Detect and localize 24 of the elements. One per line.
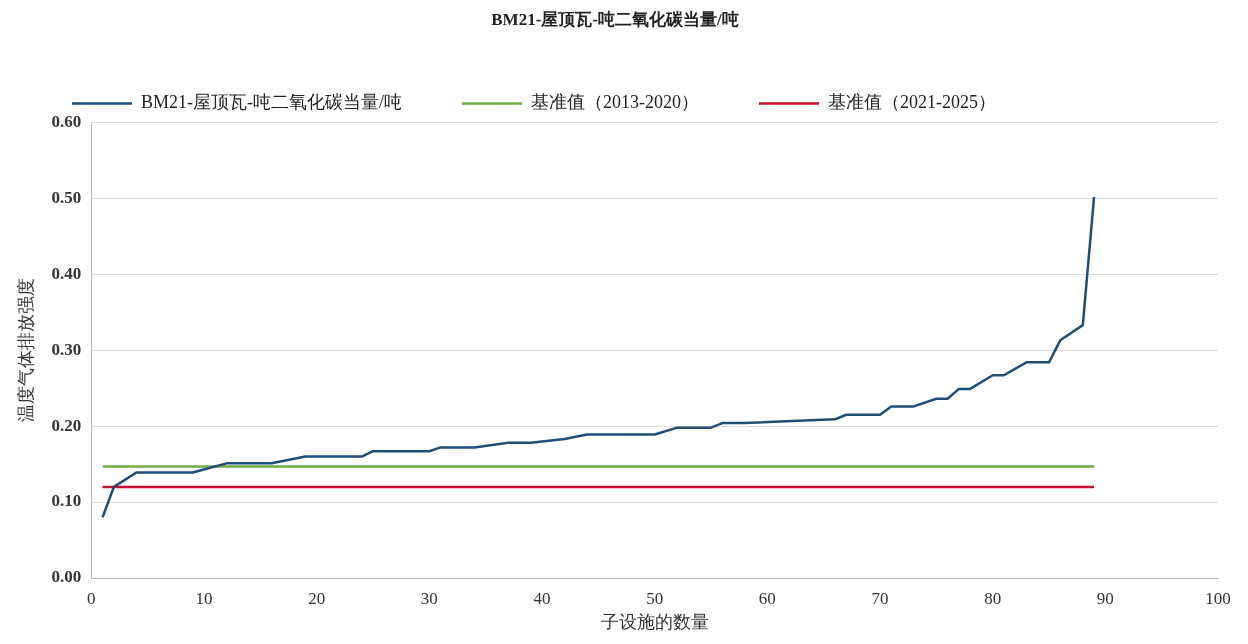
x-axis-title: 子设施的数量 (600, 611, 709, 632)
x-tick-label: 30 (420, 588, 438, 608)
y-tick-label: 0.60 (51, 111, 82, 131)
x-tick-label: 40 (533, 588, 551, 608)
x-tick-label: 100 (1205, 588, 1231, 608)
y-axis-title: 温度气体排放强度 (15, 278, 36, 423)
x-tick-label: 10 (195, 588, 213, 608)
y-tick-label: 0.40 (51, 263, 82, 283)
legend-label: BM21-屋顶瓦-吨二氧化碳当量/吨 (141, 92, 402, 113)
x-tick-label: 70 (871, 588, 889, 608)
x-tick-label: 0 (87, 588, 96, 608)
x-tick-label: 80 (984, 588, 1002, 608)
x-tick-label: 60 (758, 588, 776, 608)
y-tick-label: 0.20 (51, 415, 82, 435)
y-tick-label: 0.30 (51, 339, 82, 359)
legend-label: 基准值（2013-2020） (531, 92, 699, 113)
chart-title: BM21-屋顶瓦-吨二氧化碳当量/吨 (491, 9, 739, 29)
legend-label: 基准值（2021-2025） (827, 92, 996, 113)
y-tick-label: 0.50 (51, 187, 82, 207)
y-tick-label: 0.10 (51, 491, 82, 511)
x-tick-label: 20 (308, 588, 326, 608)
x-tick-label: 50 (646, 588, 664, 608)
x-tick-label: 90 (1096, 588, 1114, 608)
y-tick-label: 0.00 (51, 567, 82, 587)
